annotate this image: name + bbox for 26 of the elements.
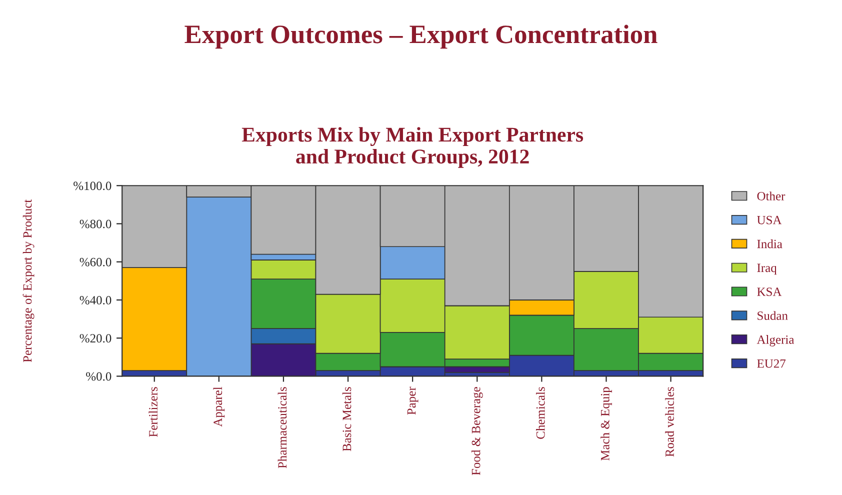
chart-title: Export Outcomes – Export Concentration <box>184 24 658 49</box>
x-tick-label: Apparel <box>213 386 225 427</box>
chart-subtitle: Exports Mix by Main Export Partners and Product Groups, 2012 <box>242 127 584 168</box>
legend-label: KSA <box>757 288 782 296</box>
y-tick-label: %0.0 <box>86 372 112 381</box>
legend-label: USA <box>757 216 782 224</box>
y-tick-label: %80.0 <box>80 220 112 228</box>
legend-label: EU27 <box>757 359 786 368</box>
x-tick-label: Fertilizers <box>148 387 158 437</box>
x-tick-label: Chemicals <box>536 387 545 439</box>
legend-label: Other <box>757 192 786 200</box>
x-tick-label: Mach & Equip <box>600 387 612 461</box>
y-tick-label: %60.0 <box>80 258 112 266</box>
legend-label: Algeria <box>756 335 794 346</box>
x-tick-label: Basic Metals <box>342 387 352 452</box>
x-tick-label: Paper <box>407 386 418 415</box>
y-tick-label: %20.0 <box>80 334 112 343</box>
y-tick-label: %40.0 <box>80 296 112 304</box>
legend-label: Sudan <box>758 311 788 320</box>
y-axis-title: Percentage of Export by Product <box>22 199 34 362</box>
y-tick-label: %100.0 <box>74 182 112 190</box>
x-tick-label: Food & Beverage <box>471 387 483 476</box>
legend-label: Iraq <box>757 264 777 275</box>
legend-label: India <box>757 239 782 248</box>
x-tick-label: Road vehicles <box>665 387 674 457</box>
x-tick-label: Pharmaceuticals <box>278 387 287 468</box>
